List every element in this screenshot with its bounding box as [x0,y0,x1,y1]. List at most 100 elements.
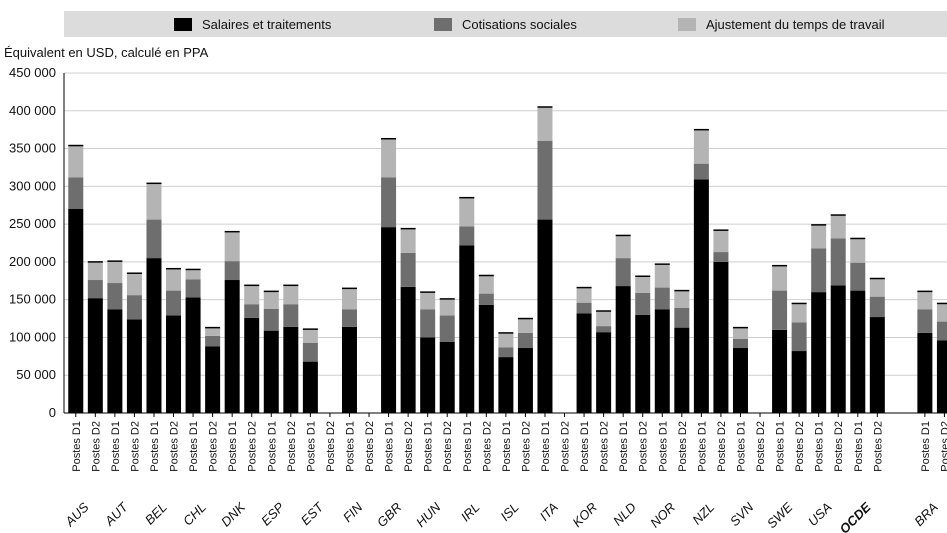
bar-segment [420,337,436,413]
x-tick-label: Postes D2 [364,421,376,472]
bar-segment [87,298,103,413]
bar-segment [791,351,807,413]
bar-segment [674,290,690,308]
bar-segment [381,227,397,413]
x-tick-label: Postes D1 [305,421,317,472]
bar-segment [635,314,651,413]
group-label: DNK [218,499,249,530]
group-label: AUT [101,499,131,529]
bar-segment [732,338,748,349]
bar-segment [713,261,729,413]
x-tick-label: Postes D1 [540,421,552,472]
group-label: AUS [61,499,91,529]
legend: Salaires et traitements Cotisations soci… [64,11,947,37]
bar-segment [439,315,455,342]
bar-segment [420,309,436,338]
x-tick-label: Postes D1 [696,421,708,472]
bar-segment [772,290,788,330]
bar-segment [615,258,631,287]
x-tick-label: Postes D2 [520,421,532,472]
bar-segment [713,252,729,262]
bar-segment [478,304,494,413]
x-tick-label: Postes D1 [657,421,669,472]
bar-segment [693,163,709,180]
group-label: ESP [258,499,287,528]
legend-item-salaires: Salaires et traitements [174,11,331,37]
bar-segment [185,269,201,280]
x-tick-label: Postes D2 [129,421,141,472]
group-label: BRA [911,500,941,530]
bar-segment [302,329,318,343]
bar-segment [732,327,748,339]
y-tick-label: 200 000 [9,254,56,269]
bar-segment [283,285,299,305]
x-tick-label: Postes D2 [208,421,220,472]
bar-segment [400,228,416,253]
bar-segment [126,319,142,413]
bar-segment [439,341,455,413]
legend-item-cotisations: Cotisations sociales [434,11,577,37]
bar-segment [146,183,162,220]
group-label: FIN [340,499,366,525]
group-label: ITA [537,500,561,524]
x-tick-label: Postes D1 [501,421,513,472]
bar-segment [341,326,357,413]
x-tick-label: Postes D2 [247,421,259,472]
x-tick-label: Postes D2 [872,421,884,472]
bar-segment [615,286,631,413]
group-label: HUN [413,499,444,530]
bar-segment [917,332,933,413]
bar-segment [596,311,612,327]
bar-segment [146,219,162,259]
x-tick-label: Postes D2 [90,421,102,472]
bar-segment [68,177,84,209]
x-tick-label: Postes D2 [638,421,650,472]
y-tick-label: 250 000 [9,216,56,231]
bar-segment [772,265,788,291]
bar-segment [537,141,553,220]
bar-segment [596,326,612,333]
bar-segment [869,278,885,297]
bar-segment [576,287,592,303]
y-tick-label: 450 000 [9,65,56,80]
bar-segment [576,302,592,314]
bar-segment [224,280,240,413]
bar-segment [244,304,260,318]
bar-segment [205,335,221,347]
legend-swatch-salaires [174,17,192,31]
group-label: IRL [458,500,483,525]
bar-segment [341,288,357,310]
legend-label-ajustement: Ajustement du temps de travail [706,16,885,32]
bar-segment [87,261,103,281]
bar-segment [498,357,514,413]
legend-label-salaires: Salaires et traitements [202,16,332,32]
x-tick-label: Postes D1 [775,421,787,472]
bar-segment [693,129,709,164]
x-tick-label: Postes D2 [716,421,728,472]
x-tick-label: Postes D2 [677,421,689,472]
x-tick-label: Postes D2 [794,421,806,472]
x-tick-label: Postes D2 [939,421,947,472]
bar-segment [576,313,592,413]
bar-segment [166,268,182,291]
y-tick-label: 150 000 [9,292,56,307]
bar-segment [732,348,748,413]
bar-segment [244,285,260,305]
bar-segment [772,329,788,413]
bar-segment [68,145,84,178]
bar-segment [302,342,318,362]
bar-segment [420,292,436,310]
y-tick-label: 0 [49,405,56,420]
x-tick-label: Postes D2 [169,421,181,472]
x-tick-label: Postes D2 [755,421,767,472]
bar-segment [850,290,866,413]
x-tick-label: Postes D1 [814,421,826,472]
y-tick-label: 350 000 [9,141,56,156]
group-label: NZL [689,500,717,528]
x-tick-label: Postes D1 [618,421,630,472]
bar-segment [263,330,279,413]
bar-segment [185,297,201,413]
x-tick-label: Postes D1 [188,421,200,472]
bar-segment [791,303,807,323]
bar-segment [517,318,533,333]
